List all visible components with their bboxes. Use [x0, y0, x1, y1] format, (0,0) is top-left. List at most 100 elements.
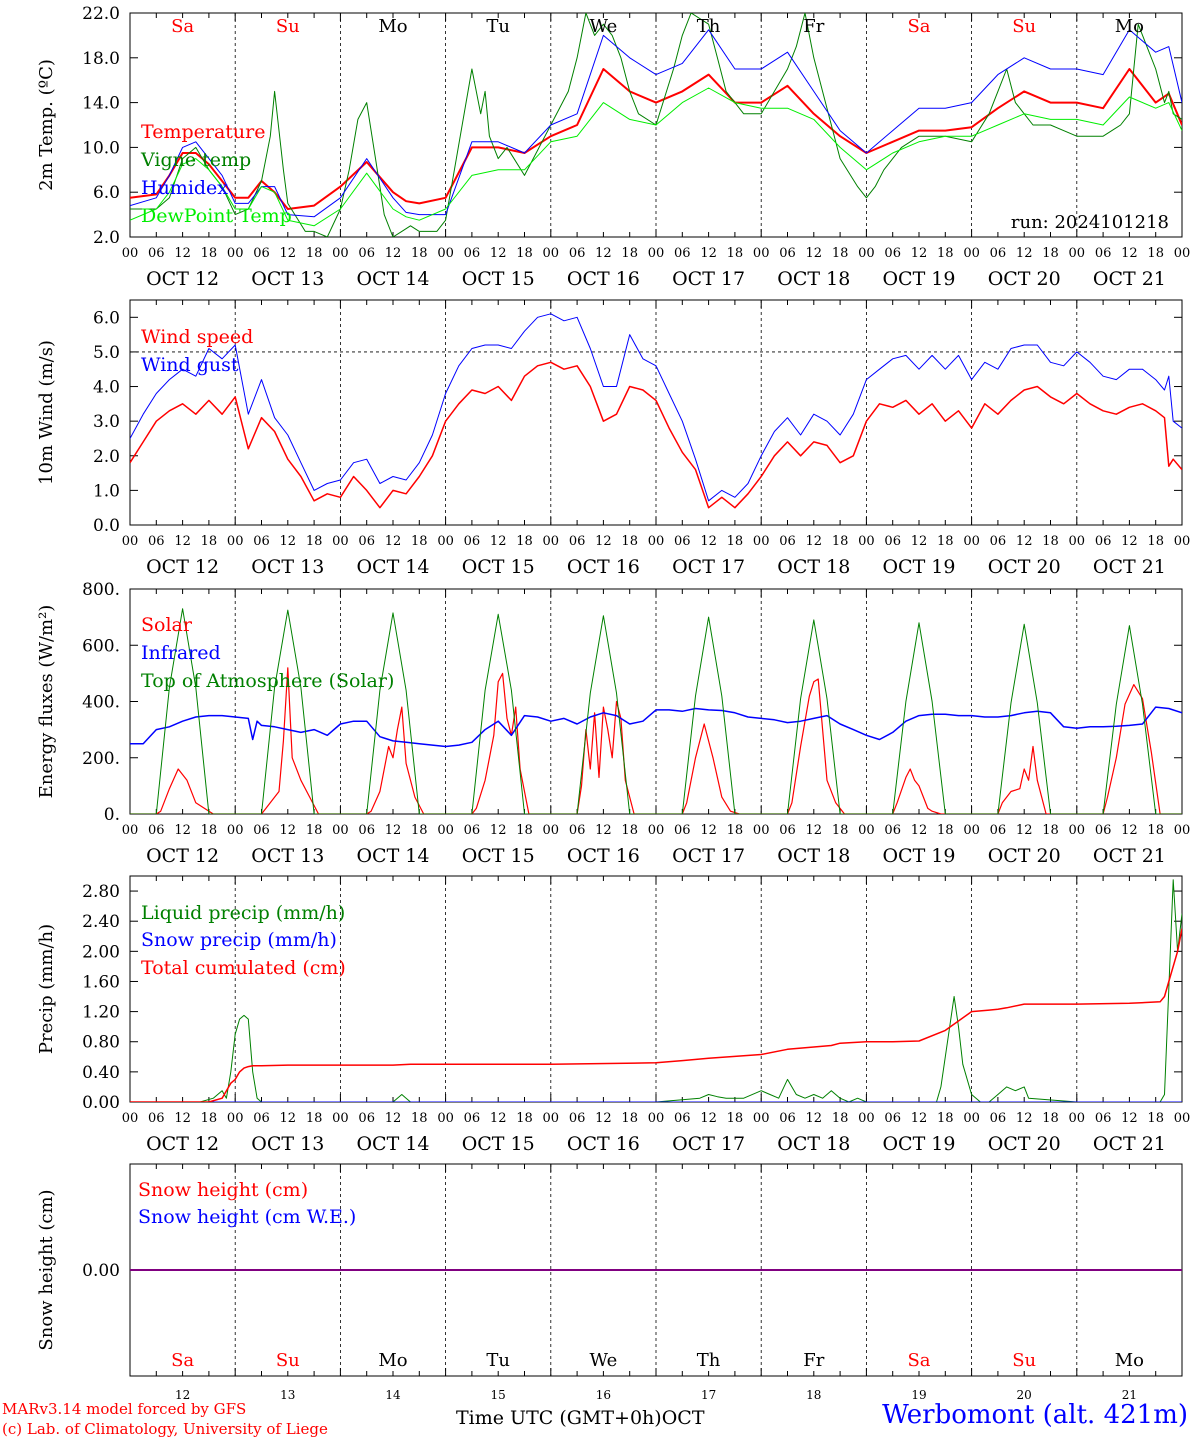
hour-tick-label: 06: [253, 823, 270, 838]
hour-tick-label: 12: [1121, 1111, 1138, 1126]
hour-tick-label: 18: [1147, 534, 1164, 549]
weekday-label: Tu: [486, 1350, 510, 1371]
series-line-dewpoint-temp: [130, 87, 1182, 227]
y-tick-label: 800.: [82, 580, 120, 600]
day-label: OCT 20: [988, 1133, 1061, 1155]
hour-tick-label: 06: [1095, 1111, 1112, 1126]
hour-tick-label: 18: [1147, 246, 1164, 261]
y-tick-label: 400.: [82, 693, 120, 713]
hour-tick-label: 00: [332, 534, 349, 549]
hour-tick-label: 12: [911, 1111, 928, 1126]
hour-tick-label: 06: [253, 1111, 270, 1126]
hour-tick-label: 00: [648, 1111, 665, 1126]
hour-tick-label: 00: [332, 823, 349, 838]
hour-tick-label: 06: [148, 534, 165, 549]
hour-tick-label: 00: [648, 534, 665, 549]
hour-tick-label: 06: [464, 823, 481, 838]
hour-tick-label: 12: [1121, 246, 1138, 261]
day-label: OCT 18: [777, 556, 850, 578]
y-tick-label: 2.80: [82, 882, 120, 902]
hour-tick-label: 00: [122, 534, 139, 549]
hour-tick-label: 12: [595, 1111, 612, 1126]
weekday-label: Sa: [171, 16, 194, 37]
hour-tick-label: 12: [1016, 534, 1033, 549]
y-tick-label: 10.0: [82, 138, 120, 158]
y-tick-label: 0.00: [82, 1093, 120, 1113]
hour-tick-label: 06: [990, 534, 1007, 549]
hour-tick-label: 00: [963, 246, 980, 261]
hour-tick-label: 12: [280, 534, 297, 549]
weekday-label: Su: [276, 1350, 300, 1371]
y-tick-label: 0.0: [93, 516, 120, 536]
lab-credit: (c) Lab. of Climatology, University of L…: [2, 1420, 328, 1438]
y-tick-label: 1.60: [82, 972, 120, 992]
weekday-label: Mo: [378, 1350, 407, 1371]
day-number-label: 21: [1122, 1388, 1137, 1400]
hour-tick-label: 06: [674, 1111, 691, 1126]
hour-tick-label: 18: [1042, 534, 1059, 549]
model-credit: MARv3.14 model forced by GFS: [2, 1400, 247, 1418]
hour-tick-label: 06: [990, 823, 1007, 838]
hour-tick-label: 00: [437, 1111, 454, 1126]
hour-tick-label: 06: [358, 534, 375, 549]
hour-tick-label: 18: [1042, 823, 1059, 838]
hour-tick-label: 12: [490, 534, 507, 549]
day-label: OCT 13: [251, 556, 324, 578]
panel-snow: 0.00 Snow height (cm) Snow height (cm) Snow…: [36, 1163, 1183, 1400]
hour-tick-label: 06: [1095, 246, 1112, 261]
hour-tick-label: 00: [858, 534, 875, 549]
hour-tick-label: 12: [806, 246, 823, 261]
hour-tick-label: 00: [753, 1111, 770, 1126]
hour-tick-label: 18: [516, 246, 533, 261]
day-label: OCT 21: [1093, 845, 1166, 867]
hour-tick-label: 18: [621, 534, 638, 549]
hour-tick-label: 06: [464, 1111, 481, 1126]
day-number-label: 15: [491, 1388, 506, 1400]
legend-entry: Temperature: [141, 121, 265, 143]
y-axis-label: Precip (mm/h): [36, 924, 57, 1054]
legend-entry: Snow height (cm W.E.): [138, 1206, 356, 1228]
month-label: OCT: [661, 1407, 705, 1429]
y-tick-label: 3.0: [93, 412, 120, 432]
hour-tick-label: 06: [779, 246, 796, 261]
hour-tick-label: 12: [911, 246, 928, 261]
hour-tick-label: 12: [595, 823, 612, 838]
hour-tick-label: 06: [253, 534, 270, 549]
legend-entry: Wind speed: [141, 326, 253, 348]
legend-entry: Humidex: [141, 177, 228, 199]
hour-tick-label: 06: [148, 1111, 165, 1126]
hour-tick-label: 00: [227, 534, 244, 549]
y-tick-label: 22.0: [82, 4, 120, 24]
day-number-label: 20: [1017, 1388, 1032, 1400]
day-label: OCT 19: [882, 845, 955, 867]
hour-tick-label: 06: [253, 246, 270, 261]
weekday-label: Th: [697, 16, 721, 37]
hour-tick-label: 18: [411, 246, 428, 261]
y-axis-label: Snow height (cm): [36, 1189, 57, 1350]
weekday-label: Sa: [171, 1350, 194, 1371]
day-label: OCT 21: [1093, 556, 1166, 578]
hour-tick-label: 18: [727, 534, 744, 549]
y-tick-label: 2.0: [93, 228, 120, 248]
day-label: OCT 21: [1093, 268, 1166, 290]
hour-tick-label: 18: [727, 1111, 744, 1126]
day-label: OCT 19: [882, 556, 955, 578]
y-tick-label: 14.0: [82, 94, 120, 114]
hour-tick-label: 06: [464, 534, 481, 549]
hour-tick-label: 06: [569, 246, 586, 261]
hour-tick-label: 12: [1121, 823, 1138, 838]
weekday-label: Sa: [907, 1350, 930, 1371]
y-axis-label: 2m Temp. (ºC): [36, 59, 57, 191]
y-tick-label: 6.0: [93, 183, 120, 203]
series-line-temperature: [130, 68, 1182, 210]
day-label: OCT 16: [567, 845, 640, 867]
series-line-top-of-atmosphere-solar-: [130, 608, 1182, 814]
day-label: OCT 16: [567, 1133, 640, 1155]
hour-tick-label: 06: [1095, 534, 1112, 549]
hour-tick-label: 18: [727, 823, 744, 838]
y-tick-label: 0.40: [82, 1063, 120, 1083]
hour-tick-label: 18: [621, 246, 638, 261]
hour-tick-label: 12: [490, 246, 507, 261]
time-axis-label: Time UTC (GMT+0h)OCT: [456, 1407, 705, 1429]
hour-tick-label: 18: [832, 823, 849, 838]
